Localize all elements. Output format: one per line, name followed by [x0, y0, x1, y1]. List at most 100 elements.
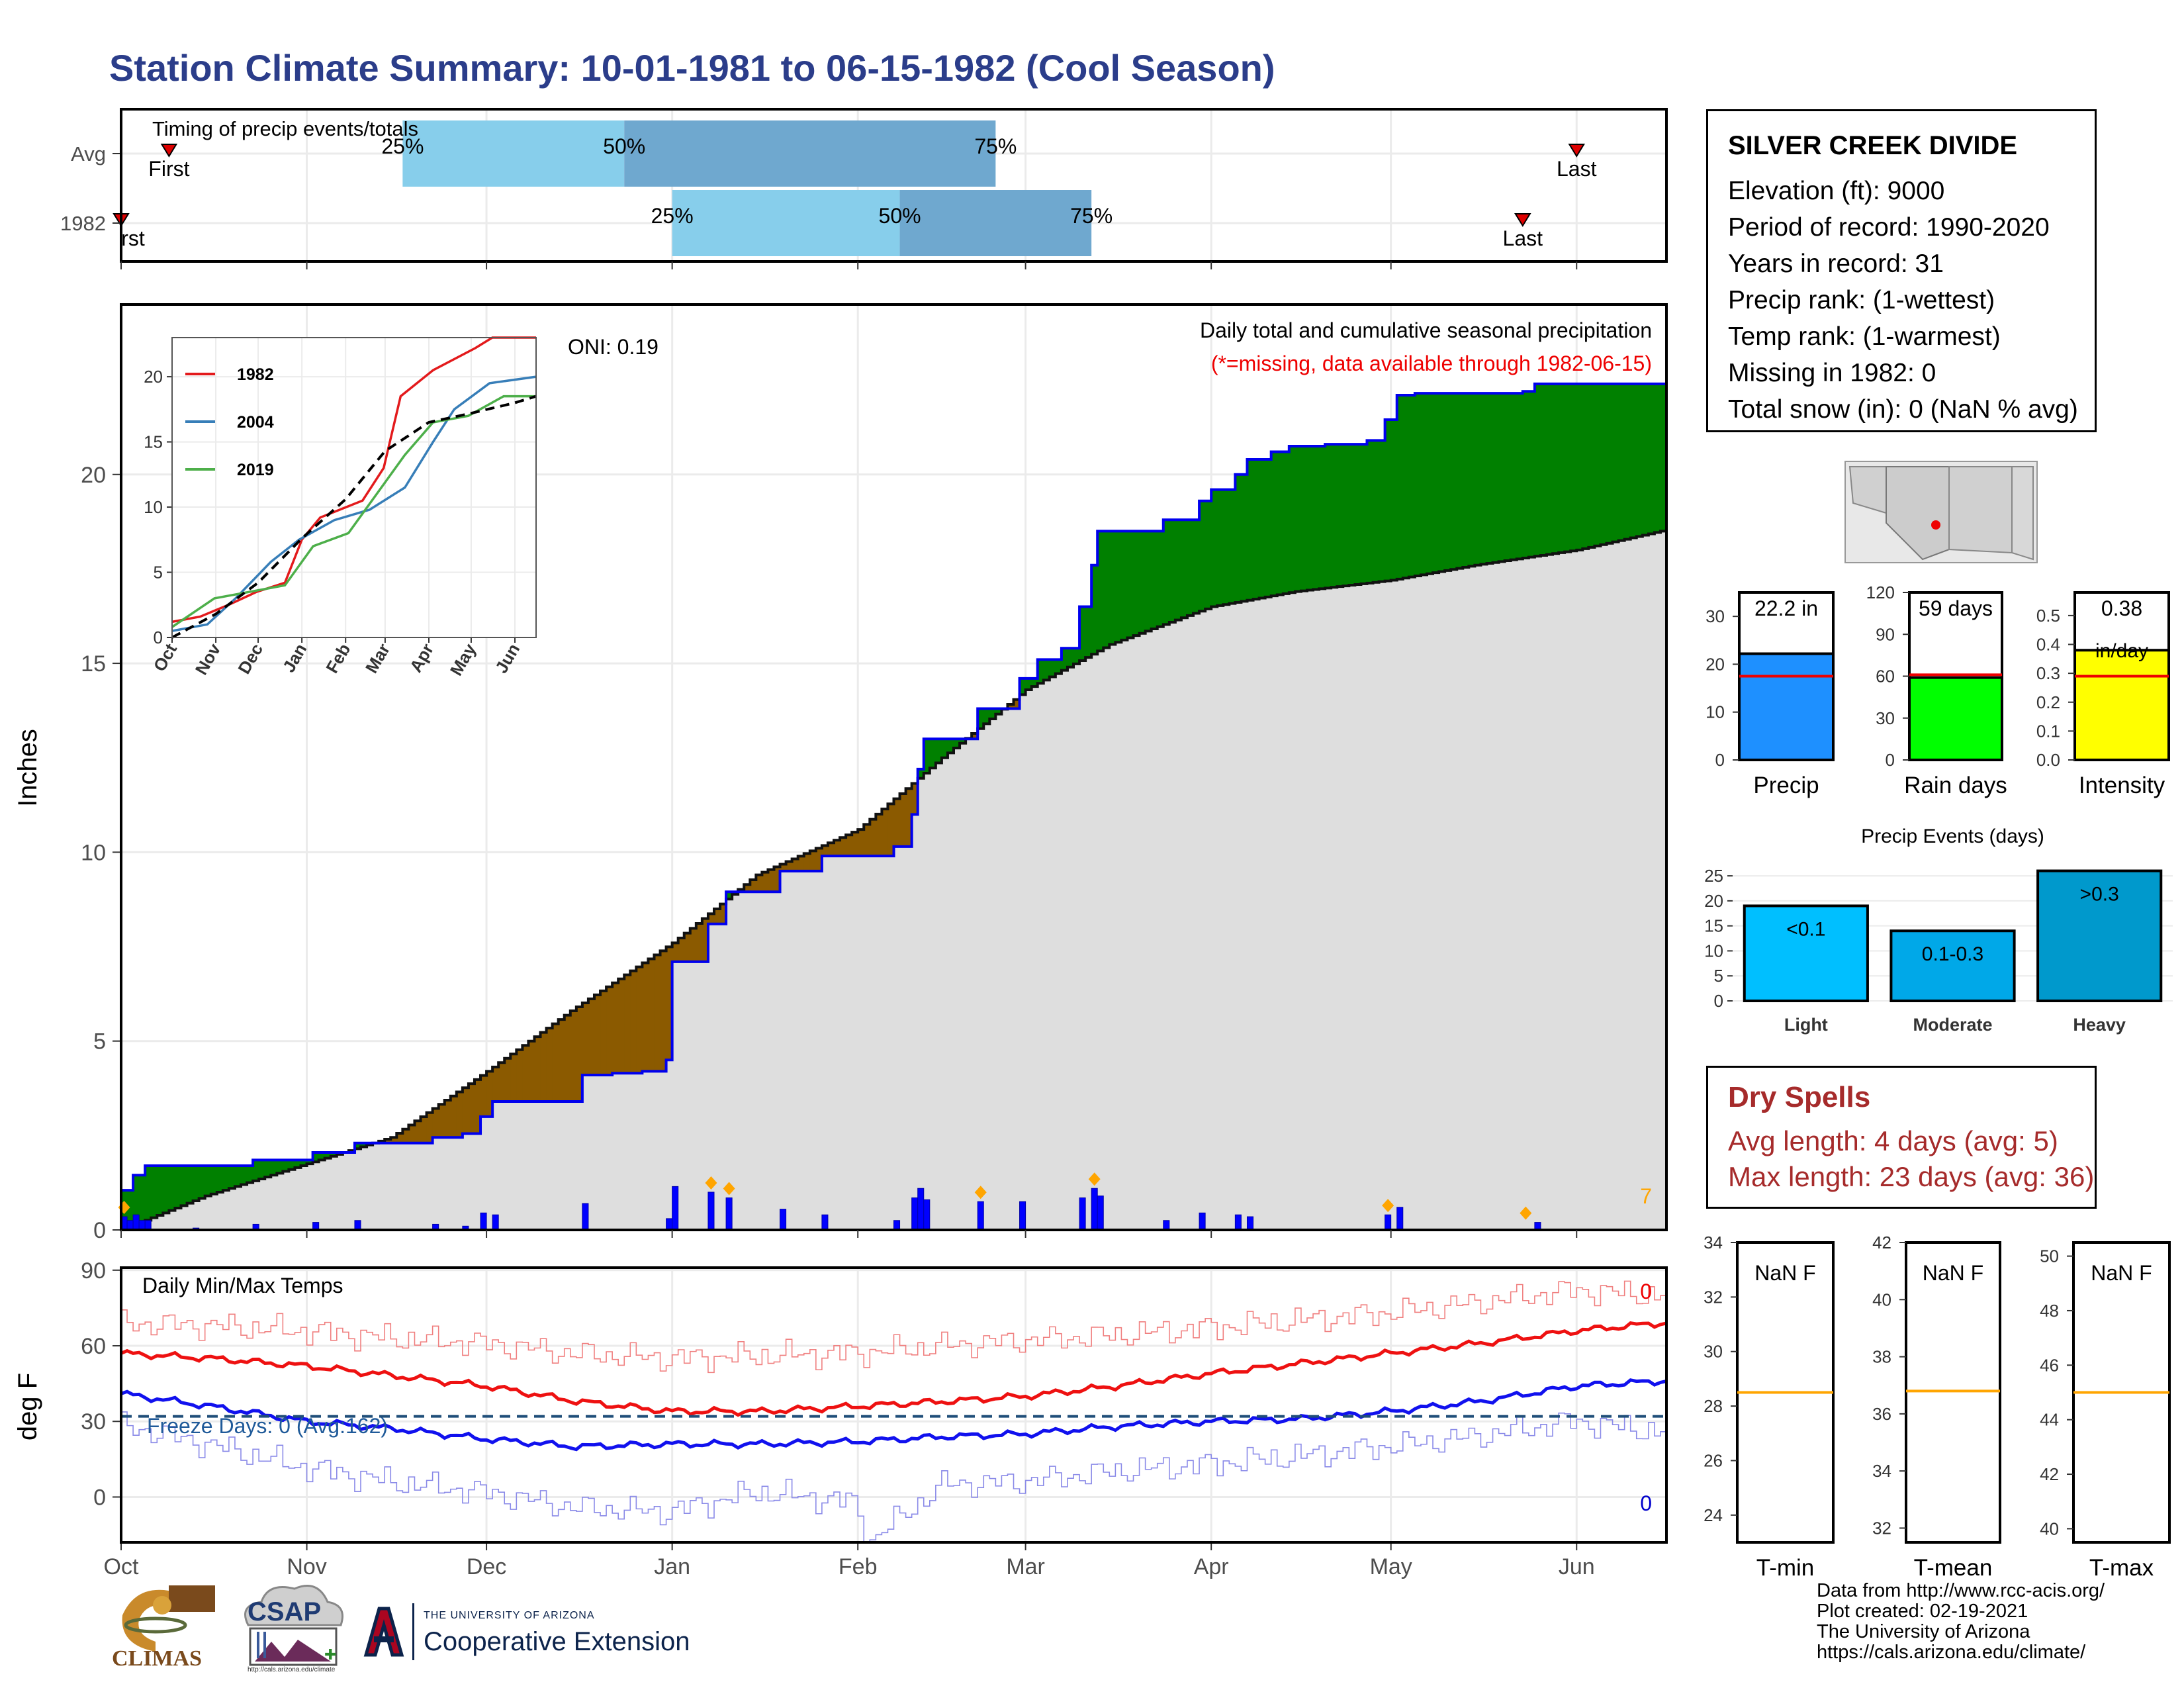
normal-fill-segment — [1642, 535, 1649, 1230]
anomaly-fill-segment — [1277, 451, 1284, 595]
temp-box-ytick-label: 44 — [2040, 1410, 2059, 1430]
anomaly-fill-segment — [1475, 393, 1482, 565]
anomaly-fill-segment — [408, 1125, 416, 1143]
temp-box-ytick-label: 46 — [2040, 1355, 2059, 1375]
anomaly-fill-segment — [1211, 489, 1218, 607]
anomaly-fill-segment — [827, 843, 835, 857]
normal-fill-segment — [522, 1101, 529, 1230]
normal-fill-segment — [390, 1143, 397, 1230]
anomaly-fill-segment — [187, 1165, 194, 1203]
normal-fill-segment — [432, 1137, 439, 1230]
anomaly-fill-segment — [726, 892, 733, 900]
normal-fill-segment — [1469, 566, 1475, 1230]
normal-fill-segment — [1283, 593, 1290, 1230]
normal-fill-segment — [456, 1137, 463, 1230]
anomaly-fill-segment — [318, 1152, 326, 1160]
normal-fill-segment — [289, 1169, 296, 1230]
normal-fill-segment — [1373, 582, 1380, 1230]
anomaly-fill-segment — [630, 970, 637, 1074]
normal-fill-segment — [827, 856, 835, 1230]
anomaly-fill-segment — [1157, 531, 1164, 627]
anomaly-fill-segment — [133, 1175, 140, 1225]
normal-fill-segment — [1079, 661, 1086, 1230]
anomaly-fill-segment — [1516, 393, 1524, 559]
normal-fill-segment — [1325, 588, 1332, 1230]
anomaly-fill-segment — [414, 1121, 422, 1143]
normal-fill-segment — [259, 1178, 265, 1230]
normal-fill-segment — [1451, 569, 1457, 1230]
normal-fill-segment — [1229, 603, 1236, 1230]
normal-fill-segment — [1157, 626, 1164, 1230]
normal-fill-segment — [462, 1133, 469, 1230]
anomaly-fill-segment — [678, 937, 685, 962]
temp-box-ytick-label: 24 — [1704, 1505, 1723, 1525]
anomaly-fill-segment — [1433, 393, 1439, 573]
normal-fill-segment — [1433, 573, 1439, 1230]
anomaly-fill-segment — [265, 1160, 271, 1178]
normal-fill-segment — [887, 856, 895, 1230]
anomaly-fill-segment — [1073, 648, 1080, 664]
normal-fill-segment — [1522, 557, 1529, 1230]
anomaly-fill-segment — [624, 974, 631, 1074]
normal-fill-segment — [420, 1143, 428, 1230]
normal-fill-segment — [911, 814, 919, 1230]
inset-ytick-label: 15 — [144, 432, 163, 452]
daily-precip-bar — [480, 1212, 487, 1231]
summary-ytick-label: 0.5 — [2036, 606, 2060, 626]
anomaly-fill-segment — [744, 884, 751, 892]
timing-q75-label: 75% — [1070, 204, 1113, 228]
normal-fill-segment — [306, 1164, 314, 1230]
temp-ylabel: deg F — [13, 1373, 42, 1440]
anomaly-fill-segment — [444, 1100, 451, 1138]
normal-fill-segment — [234, 1186, 242, 1230]
normal-fill-segment — [696, 961, 703, 1230]
normal-fill-segment — [1576, 549, 1583, 1230]
normal-fill-segment — [684, 961, 691, 1230]
anomaly-fill-segment — [432, 1108, 439, 1138]
precip-ylabel: Inches — [13, 729, 42, 807]
anomaly-fill-segment — [846, 835, 852, 857]
normal-fill-segment — [624, 1073, 631, 1230]
precip-ytick-label: 15 — [81, 651, 106, 677]
normal-fill-segment — [833, 856, 841, 1230]
anomaly-fill-segment — [1007, 704, 1015, 709]
temp-box-ytick-label: 32 — [1704, 1287, 1723, 1307]
normal-fill-segment — [935, 763, 942, 1230]
normal-fill-segment — [283, 1171, 290, 1230]
normal-fill-segment — [797, 870, 805, 1230]
normal-fill-segment — [1588, 547, 1595, 1230]
ua-small-text: THE UNIVERSITY OF ARIZONA — [424, 1610, 595, 1621]
anomaly-fill-segment — [1570, 383, 1577, 551]
station-missing: Missing in 1982: 0 — [1728, 359, 1936, 387]
anomaly-fill-segment — [1121, 531, 1128, 640]
inset-ytick-label: 0 — [154, 628, 163, 647]
normal-fill-segment — [228, 1188, 236, 1230]
normal-fill-segment — [1390, 580, 1398, 1230]
anomaly-fill-segment — [720, 904, 727, 924]
ua-big-text: Cooperative Extension — [424, 1627, 690, 1656]
anomaly-fill-segment — [1337, 444, 1343, 587]
anomaly-fill-segment — [504, 1058, 511, 1102]
normal-fill-segment — [540, 1101, 547, 1230]
cumulative-precip-chart: 0 5 10 15 20 7 Daily total and cumulative seas… — [13, 303, 1668, 1243]
tmin-line — [120, 1378, 1667, 1452]
anomaly-fill-segment — [486, 1071, 493, 1117]
anomaly-fill-segment — [1528, 391, 1535, 557]
normal-fill-segment — [564, 1101, 571, 1230]
anomaly-fill-segment — [390, 1137, 397, 1143]
normal-fill-segment — [1618, 540, 1625, 1231]
normal-fill-segment — [1361, 583, 1368, 1230]
temp-box-ytick-label: 40 — [1872, 1289, 1891, 1309]
anomaly-fill-segment — [1199, 500, 1206, 612]
normal-fill-segment — [1408, 577, 1416, 1230]
normal-fill-segment — [528, 1101, 535, 1230]
normal-fill-segment — [1187, 615, 1194, 1230]
summary-label-0: Precip — [1753, 773, 1819, 798]
credits: Data from http://www.rcc-acis.org/ Plot … — [1817, 1581, 2105, 1663]
daily-precip-marker — [1382, 1199, 1394, 1213]
anomaly-fill-segment — [941, 739, 948, 758]
anomaly-fill-segment — [271, 1160, 277, 1176]
anomaly-fill-segment — [330, 1152, 338, 1156]
anomaly-fill-segment — [803, 853, 811, 871]
